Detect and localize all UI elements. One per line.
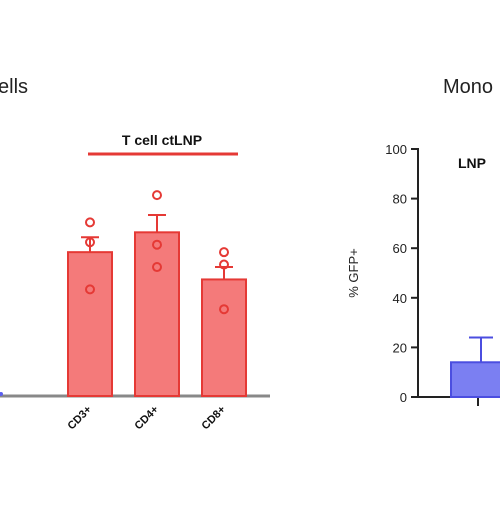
group-label: T cell ctLNP — [122, 132, 202, 148]
data-point-2-1 — [219, 259, 229, 270]
data-point-0-0 — [85, 217, 95, 228]
partial-bar-edge — [0, 392, 3, 396]
data-point-2-2 — [219, 304, 229, 315]
left-panel-title: ells — [0, 76, 28, 98]
left-bars — [67, 190, 247, 397]
left-panel: ells T cell ctLNP CD3+ CD4+ CD8+ — [0, 76, 270, 432]
x-tick-label: CD3+ — [66, 404, 95, 433]
bar-1 — [134, 231, 180, 397]
y-tick-label: 100 — [385, 142, 407, 157]
x-tick-label: CD4+ — [133, 404, 162, 433]
bar-0 — [67, 251, 113, 397]
y-tick-label: 80 — [393, 192, 407, 207]
right-panel-title: Mono — [443, 76, 493, 98]
y-axis-label: % GFP+ — [346, 248, 361, 298]
x-tick-label: CD8+ — [200, 404, 229, 433]
y-tick-group: 0 20 40 60 80 100 — [385, 142, 479, 406]
data-point-0-1 — [85, 237, 95, 248]
data-point-1-2 — [152, 262, 162, 273]
data-point-1-0 — [152, 190, 162, 201]
bar-2 — [201, 278, 247, 397]
right-panel: Mono % GFP+ 0 20 40 60 80 100 LNP — [346, 76, 500, 406]
partial-series-label: LNP — [458, 155, 486, 171]
y-tick-label: 20 — [393, 340, 407, 355]
bar-0 — [450, 361, 500, 398]
data-point-1-1 — [152, 239, 162, 250]
y-tick-label: 0 — [400, 390, 407, 405]
y-tick-label: 60 — [393, 241, 407, 256]
y-tick-label: 40 — [393, 291, 407, 306]
right-bars — [450, 336, 500, 398]
data-point-2-0 — [219, 247, 229, 258]
left-x-tick-labels: CD3+ CD4+ CD8+ — [66, 404, 229, 433]
data-point-0-2 — [85, 284, 95, 295]
